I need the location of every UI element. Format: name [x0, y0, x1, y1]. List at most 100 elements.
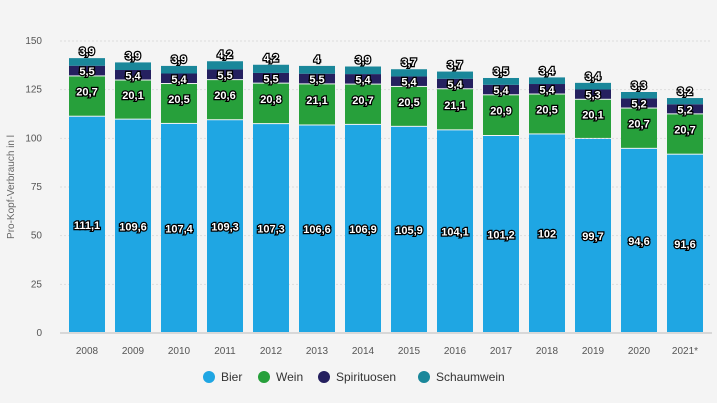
legend: Bier Wein Spirituosen Schaumwein [203, 370, 505, 384]
bar-segment-bier [575, 138, 611, 332]
bar-stack-2009: 109,6 20,1 5,4 3,9 [115, 49, 151, 333]
legend-item-schaumwein[interactable]: Schaumwein [418, 370, 505, 384]
bar-segment-wein [299, 84, 335, 125]
legend-item-spirituosen[interactable]: Spirituosen [318, 370, 396, 384]
bar-segment-schaumwein [299, 65, 335, 74]
bar-segment-schaumwein [115, 62, 151, 71]
bar-segment-spirituosen [69, 65, 105, 76]
bar-segment-schaumwein [391, 69, 427, 77]
data-label: 5,4 [447, 79, 463, 91]
bar-segment-spirituosen [667, 104, 703, 114]
x-tick-label: 2014 [352, 346, 375, 357]
bar-segment-schaumwein [161, 65, 197, 74]
legend-item-wein[interactable]: Wein [258, 370, 303, 384]
data-label: 5,5 [309, 74, 324, 86]
data-label: 3,7 [447, 60, 462, 72]
bar-segment-schaumwein [69, 58, 105, 66]
data-label: 5,5 [217, 70, 232, 82]
bar-segment-spirituosen [115, 70, 151, 80]
bar-segment-bier [299, 125, 335, 332]
data-label: 101,2 [487, 229, 515, 241]
data-label: 20,5 [168, 94, 189, 106]
x-tick-label: 2020 [628, 346, 651, 357]
data-label: 5,5 [263, 73, 278, 85]
data-label: 5,2 [677, 104, 692, 116]
data-label: 5,4 [171, 74, 187, 86]
data-label: 3,4 [539, 65, 555, 77]
data-label: 107,3 [257, 224, 285, 236]
data-label: 106,9 [349, 224, 377, 236]
x-tick-label: 2009 [122, 346, 145, 357]
data-label: 3,5 [493, 66, 508, 78]
data-label: 106,6 [303, 224, 331, 236]
bar-segment-wein [207, 80, 243, 120]
data-label: 5,4 [125, 70, 141, 82]
grid [60, 40, 712, 334]
bar-segment-schaumwein [207, 61, 243, 70]
data-label: 3,9 [355, 55, 370, 67]
data-label: 21,1 [444, 100, 465, 112]
bar-segment-wein [621, 108, 657, 148]
data-label: 3,2 [677, 86, 692, 98]
y-tick-label: 125 [25, 85, 42, 96]
data-label: 20,7 [352, 95, 373, 107]
data-label: 5,4 [539, 84, 555, 96]
y-axis-label: Pro-Kopf-Verbrauch in l [6, 135, 17, 239]
data-label: 4 [314, 54, 321, 66]
bar-segment-schaumwein [575, 82, 611, 90]
bar-segment-spirituosen [345, 74, 381, 84]
bar-segment-schaumwein [529, 77, 565, 85]
bar-segment-spirituosen [391, 76, 427, 86]
data-label: 5,4 [355, 74, 371, 86]
legend-label: Spirituosen [336, 370, 396, 384]
data-label: 107,4 [165, 223, 193, 235]
bar-segment-wein [667, 114, 703, 154]
bar-segment-schaumwein [253, 64, 289, 73]
data-label: 5,4 [493, 85, 509, 97]
bar-segment-bier [115, 119, 151, 333]
legend-marker [318, 371, 330, 383]
bar-segment-bier [207, 120, 243, 332]
bar-segment-bier [437, 130, 473, 332]
data-label: 20,8 [260, 94, 281, 106]
bar-stack-2010: 107,4 20,5 5,4 3,9 [161, 53, 197, 332]
bar-segment-spirituosen [621, 98, 657, 108]
data-label: 3,4 [585, 71, 601, 83]
bar-segment-schaumwein [667, 98, 703, 105]
legend-label: Wein [276, 370, 303, 384]
data-label: 5,4 [401, 77, 417, 89]
legend-marker [418, 371, 430, 383]
data-label: 104,1 [441, 227, 469, 239]
data-label: 109,3 [211, 222, 239, 234]
data-label: 3,7 [401, 57, 416, 69]
x-tick-label: 2008 [76, 346, 99, 357]
y-tick-label: 0 [36, 328, 42, 339]
bar-stack-2020: 94,6 20,7 5,2 3,3 [621, 79, 657, 332]
data-label: 94,6 [628, 236, 649, 248]
bar-segment-schaumwein [345, 66, 381, 75]
bar-segment-bier [483, 135, 519, 332]
data-label: 5,5 [79, 66, 94, 78]
data-label: 3,9 [171, 54, 186, 66]
bar-segment-bier [391, 126, 427, 333]
bar-segment-spirituosen [437, 78, 473, 89]
legend-item-bier[interactable]: Bier [203, 370, 242, 384]
bar-segment-spirituosen [575, 89, 611, 99]
legend-marker [203, 371, 215, 383]
bar-segment-wein [161, 84, 197, 123]
bar-segment-spirituosen [299, 73, 335, 84]
bar-segment-wein [483, 95, 519, 135]
bar-stack-2019: 99,7 20,1 5,3 3,4 [575, 70, 611, 332]
x-tick-label: 2012 [260, 346, 283, 357]
y-tick-label: 100 [25, 133, 42, 144]
bar-segment-bier [621, 148, 657, 332]
data-label: 3,9 [125, 50, 140, 62]
data-label: 20,9 [490, 106, 511, 118]
bar-stack-2021*: 91,6 20,7 5,2 3,2 [667, 85, 703, 332]
bar-segment-spirituosen [529, 84, 565, 94]
x-tick-label: 2017 [490, 346, 513, 357]
data-label: 5,3 [585, 90, 600, 102]
legend-label: Schaumwein [436, 370, 505, 384]
x-tick-label: 2018 [536, 346, 559, 357]
